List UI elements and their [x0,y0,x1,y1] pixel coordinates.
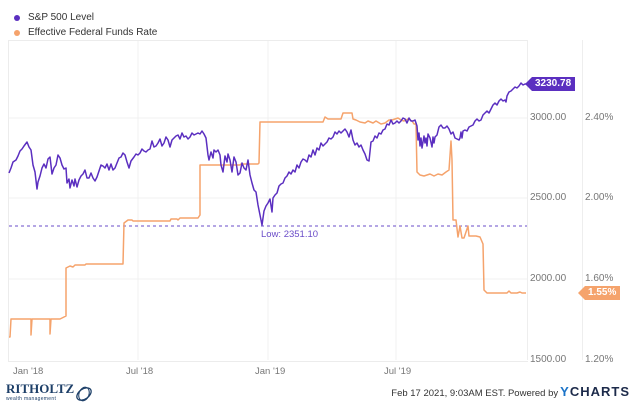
sp500-last-value-tag: 3230.78 [524,77,576,91]
low-annotation-label: Low: 2351.10 [261,229,319,240]
fed-funds-last-value-tag: 1.55% [577,286,621,300]
ycharts-logo[interactable]: YCHARTS [560,384,630,399]
legend-label: Effective Federal Funds Rate [28,27,158,38]
ritholtz-logo: RITHOLTZ wealth management [6,381,94,405]
left-axis-tick: 1500.00 [530,354,567,365]
left-axis-tick: 2500.00 [530,192,567,203]
right-axis-tick: 1.20% [585,354,614,365]
right-axis-tick: 2.40% [585,112,614,123]
fed-funds-line [9,112,526,338]
gridlines [9,41,527,360]
legend-dot-icon [14,14,20,21]
left-axis-tick: 2000.00 [530,273,567,284]
logo-subtitle: wealth management [6,396,57,402]
legend-dot-icon [14,29,20,36]
logo-name: RITHOLTZ [6,381,75,396]
plot-area [8,40,528,362]
legend-label: S&P 500 Level [28,12,94,23]
x-axis-tick: Jan '19 [255,366,286,377]
chart-legend: S&P 500 Level Effective Federal Funds Ra… [14,10,157,40]
x-axis-tick: Jul '19 [384,366,412,377]
right-axis-tick: 2.00% [585,192,614,203]
timestamp: Feb 17 2021, 9:03AM EST. Powered by [391,388,559,399]
logo-emblem-icon [76,386,92,402]
axis-divider [582,40,583,360]
legend-item-sp500[interactable]: S&P 500 Level [14,10,157,25]
sp500-line [8,82,526,226]
x-axis-tick: Jul '18 [126,366,154,377]
axis-divider [527,40,528,360]
left-axis-tick: 3000.00 [530,112,567,123]
x-axis-tick: Jan '18 [13,366,44,377]
footer-attribution: Feb 17 2021, 9:03AM EST. Powered by YCHA… [391,384,630,399]
right-axis-tick: 1.60% [585,273,614,284]
legend-item-fed-funds[interactable]: Effective Federal Funds Rate [14,25,157,40]
